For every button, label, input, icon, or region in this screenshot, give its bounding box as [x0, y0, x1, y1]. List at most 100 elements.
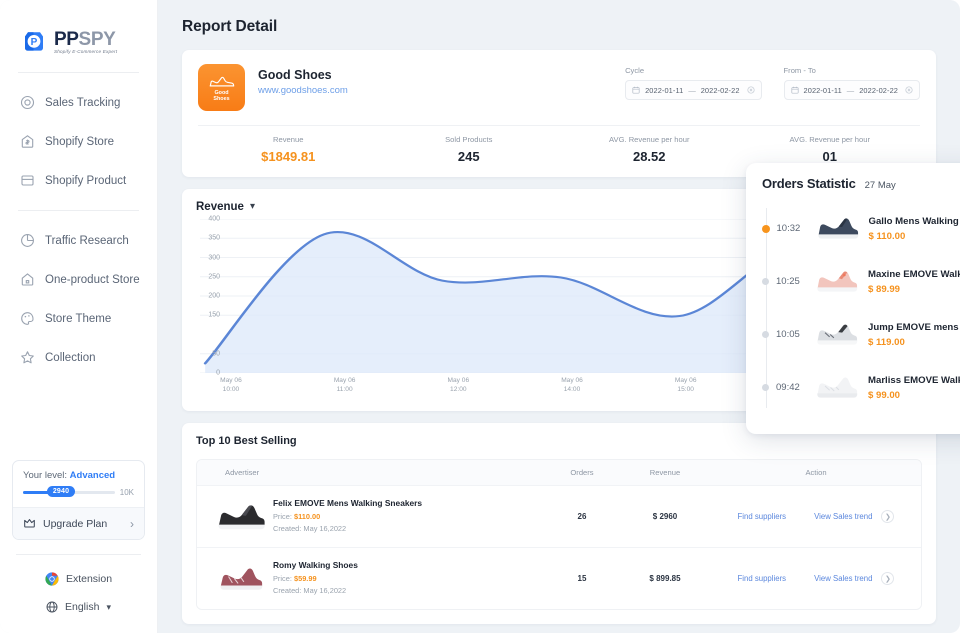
timeline-dot-active — [761, 224, 770, 233]
product-url-link[interactable]: www.goodshoes.com — [258, 85, 348, 96]
row-action-cell: Find suppliers View Sales trend ❯ — [711, 510, 921, 523]
clear-icon[interactable] — [746, 86, 755, 94]
app-logo[interactable]: P PPSPY Shopify E-Commerce Expert — [0, 0, 157, 62]
order-time: 09:42 — [776, 382, 800, 393]
revenue-chart-plot: 400 350 300 250 200 150 50 0 May 06 10:00 May 06 1… — [200, 216, 922, 401]
top-10-table: Advertiser Orders Revenue Action — [196, 459, 922, 610]
clear-icon[interactable] — [905, 86, 913, 94]
stat-label: AVG. Revenue per hour — [789, 135, 870, 144]
sidebar-item-traffic-research[interactable]: Traffic Research — [0, 221, 157, 260]
crown-icon — [23, 517, 36, 530]
logo-word-a: PP — [54, 28, 79, 50]
order-time: 10:05 — [776, 329, 800, 340]
from-to-date-range-input[interactable]: 2022-01-11 — 2022-02-22 — [783, 80, 920, 100]
sidebar-item-sales-tracking[interactable]: Sales Tracking — [0, 83, 157, 122]
chevron-down-icon[interactable]: ▾ — [249, 201, 255, 212]
chevron-down-icon: ▾ — [106, 601, 111, 612]
sidebar-item-store-theme[interactable]: Store Theme — [0, 299, 157, 338]
sidebar-item-label: One-product Store — [45, 273, 140, 286]
sidebar-item-shopify-product[interactable]: Shopify Product — [0, 161, 157, 200]
find-suppliers-link[interactable]: Find suppliers — [737, 574, 787, 583]
stat-label: AVG. Revenue per hour — [609, 135, 690, 144]
price-value: $110.00 — [293, 511, 321, 521]
orders-panel-header: Orders Statistic 27 May — [762, 176, 960, 191]
sidebar-divider-top — [18, 72, 139, 73]
list-item[interactable]: 09:42 Marliss EMOVE Walking $ 99.00 — [762, 361, 960, 414]
list-item[interactable]: 10:32 Gallo Mens Walking Sneakers... $ 1… — [761, 202, 960, 255]
view-sales-trend-link[interactable]: View Sales trend — [814, 512, 873, 521]
stat-label: Revenue — [273, 135, 304, 144]
stat-value: $1849.81 — [261, 149, 316, 164]
level-text-row: Your level: Advanced — [23, 470, 134, 481]
sidebar-divider-mid — [18, 210, 139, 211]
sidebar-item-label: Shopify Product — [45, 174, 127, 187]
view-sales-trend-link[interactable]: View Sales trend — [814, 574, 873, 583]
calendar-icon — [632, 86, 640, 94]
chart-x-tick: May 06 15:00 — [674, 377, 697, 393]
view-sales-trend-group: View Sales trend ❯ — [814, 510, 895, 523]
row-revenue-cell: $ 2960 — [652, 512, 678, 521]
level-current-badge: 2940 — [46, 486, 76, 497]
find-suppliers-link[interactable]: Find suppliers — [737, 512, 787, 521]
order-product-name: Maxine EMOVE Walking — [868, 268, 960, 280]
overview-header: Good Shoes Good Shoes www.goodshoes.com … — [182, 50, 936, 125]
language-selector[interactable]: English ▾ — [0, 593, 157, 621]
price-prefix: Price: — [273, 573, 292, 583]
sidebar-item-one-product-store[interactable]: One-product Store — [0, 260, 157, 299]
ppspy-logo-icon: P — [20, 27, 48, 55]
timeline-dot — [762, 331, 769, 338]
row-action-cell: Find suppliers View Sales trend ❯ — [711, 572, 921, 585]
row-product-name: Romy Walking Shoes — [273, 559, 358, 570]
extension-button[interactable]: Extension — [0, 565, 157, 593]
chevron-right-icon[interactable]: ❯ — [881, 572, 895, 585]
order-time: 10:25 — [776, 276, 800, 287]
home-icon — [20, 272, 35, 287]
orders-panel-date: 27 May — [864, 180, 896, 191]
stat-revenue: Revenue $1849.81 — [198, 135, 379, 164]
chart-y-tick: 250 — [208, 273, 220, 281]
orders-timeline: 10:32 Gallo Mens Walking Sneakers... $ 1… — [761, 202, 960, 414]
chart-header[interactable]: Revenue ▾ — [196, 201, 922, 213]
logo-wordmark: PPSPY — [54, 30, 117, 49]
cycle-label: Cycle — [625, 66, 645, 75]
list-item[interactable]: 10:05 Jump EMOVE mens walking s... $ 119… — [762, 308, 960, 361]
column-header-action: Action — [805, 468, 827, 477]
top-10-best-selling-card: Top 10 Best Selling Advertiser Orders Re… — [182, 423, 936, 624]
level-progress-fill — [23, 491, 53, 494]
chevron-right-icon[interactable]: ❯ — [881, 510, 895, 523]
top-10-title: Top 10 Best Selling — [196, 435, 297, 447]
upgrade-plan-button[interactable]: Upgrade Plan › — [13, 508, 144, 539]
level-card: Your level: Advanced 2940 10K — [12, 460, 145, 540]
row-price: Price: $110.00 — [273, 512, 422, 521]
cycle-date-range-input[interactable]: 2022-01-11 — 2022-02-22 — [625, 80, 762, 100]
sidebar-spacer — [0, 377, 157, 460]
orders-statistic-panel: Orders Statistic 27 May 10:32 — [746, 163, 960, 434]
chart-x-tick: May 06 10:00 — [220, 377, 242, 393]
svg-text:P: P — [31, 37, 38, 48]
sidebar-item-collection[interactable]: Collection — [0, 338, 157, 377]
cycle-dash: — — [688, 85, 696, 95]
timeline-dot — [762, 278, 769, 285]
pie-chart-icon — [20, 233, 35, 248]
level-progress-track[interactable]: 2940 — [23, 486, 115, 497]
range-from-value: 2022-01-11 — [803, 85, 842, 95]
from-to-label: From - To — [783, 66, 816, 75]
order-price: $ 119.00 — [868, 336, 905, 348]
column-header-orders: Orders — [570, 468, 594, 477]
from-to-filter: From - To 2022-01-11 — 2022-02-22 — [783, 66, 920, 100]
row-price: Price: $59.99 — [273, 574, 358, 583]
chart-x-tick: May 06 11:00 — [333, 377, 356, 393]
range-dash: — — [846, 85, 855, 95]
sidebar-item-shopify-store[interactable]: Shopify Store — [0, 122, 157, 161]
created-prefix: Created: — [273, 585, 302, 595]
product-tile-text: Good Shoes — [213, 90, 230, 102]
overview-divider — [198, 125, 920, 126]
product-icon — [20, 173, 35, 188]
level-prefix: Your level: — [23, 470, 68, 481]
chart-y-tick: 0 — [216, 369, 220, 377]
order-info: Gallo Mens Walking Sneakers... $ 110.00 — [869, 216, 960, 242]
row-product-info: Felix EMOVE Mens Walking Sneakers Price:… — [273, 498, 422, 536]
chart-x-tick: May 06 12:00 — [447, 377, 470, 393]
list-item[interactable]: 10:25 Maxine EMOVE Walking $ 89.99 — [762, 255, 960, 308]
